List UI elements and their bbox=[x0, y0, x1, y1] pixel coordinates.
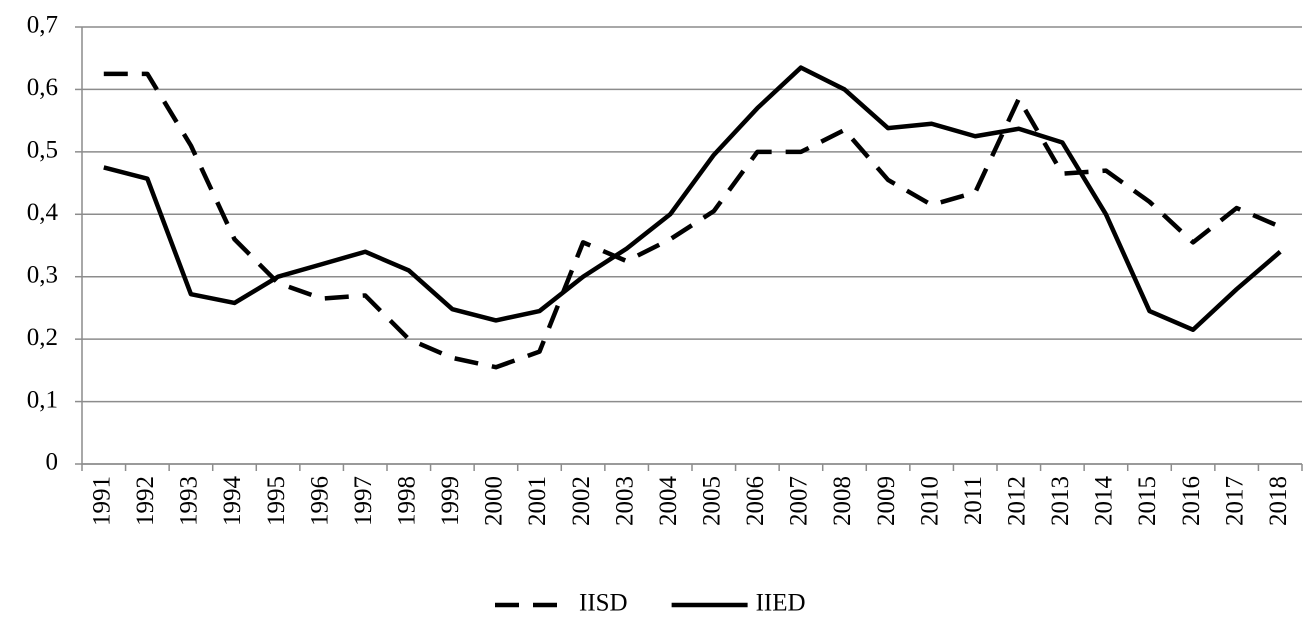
x-tick-label: 2014 bbox=[1091, 476, 1118, 527]
x-tick-label: 1996 bbox=[306, 476, 333, 526]
x-tick-label: 2011 bbox=[960, 476, 987, 525]
legend-label: IIED bbox=[756, 590, 806, 617]
x-tick-label: 2008 bbox=[829, 476, 856, 526]
x-tick-label: 2015 bbox=[1134, 476, 1161, 526]
x-tick-label: 2002 bbox=[568, 476, 595, 526]
x-tick-label: 2013 bbox=[1047, 476, 1074, 526]
x-tick-label: 1993 bbox=[176, 476, 203, 526]
legend-label: IISD bbox=[579, 590, 628, 617]
x-tick-label: 2009 bbox=[873, 476, 900, 526]
y-tick-label: 0,4 bbox=[27, 199, 59, 226]
y-tick-label: 0,7 bbox=[27, 12, 58, 39]
x-tick-label: 1995 bbox=[263, 476, 290, 526]
x-tick-label: 2001 bbox=[524, 476, 551, 526]
x-tick-label: 2010 bbox=[916, 476, 943, 526]
series-line bbox=[103, 71, 1282, 370]
x-tick-label: 2005 bbox=[699, 476, 726, 526]
y-tick-label: 0,5 bbox=[27, 137, 58, 164]
x-tick-label: 2003 bbox=[611, 476, 638, 526]
y-tick-label: 0,2 bbox=[27, 324, 58, 351]
x-tick-label: 2004 bbox=[655, 476, 682, 527]
series-line bbox=[103, 65, 1282, 333]
y-tick-label: 0,1 bbox=[27, 386, 58, 413]
y-tick-label: 0,3 bbox=[27, 261, 58, 288]
x-tick-label: 2007 bbox=[786, 476, 813, 526]
x-tick-label: 1991 bbox=[89, 476, 116, 526]
x-tick-label: 1999 bbox=[437, 476, 464, 526]
x-tick-label: 2018 bbox=[1265, 476, 1292, 526]
y-tick-label: 0,6 bbox=[27, 74, 58, 101]
x-tick-label: 2016 bbox=[1178, 476, 1205, 526]
x-tick-label: 1998 bbox=[394, 476, 421, 526]
y-tick-label: 0 bbox=[46, 449, 59, 476]
x-tick-label: 1992 bbox=[132, 476, 159, 526]
x-tick-label: 2012 bbox=[1004, 476, 1031, 526]
x-tick-label: 2017 bbox=[1221, 476, 1248, 526]
x-tick-label: 1997 bbox=[350, 476, 377, 526]
x-tick-label: 2006 bbox=[742, 476, 769, 526]
x-tick-label: 1994 bbox=[219, 476, 246, 527]
x-tick-label: 2000 bbox=[481, 476, 508, 526]
